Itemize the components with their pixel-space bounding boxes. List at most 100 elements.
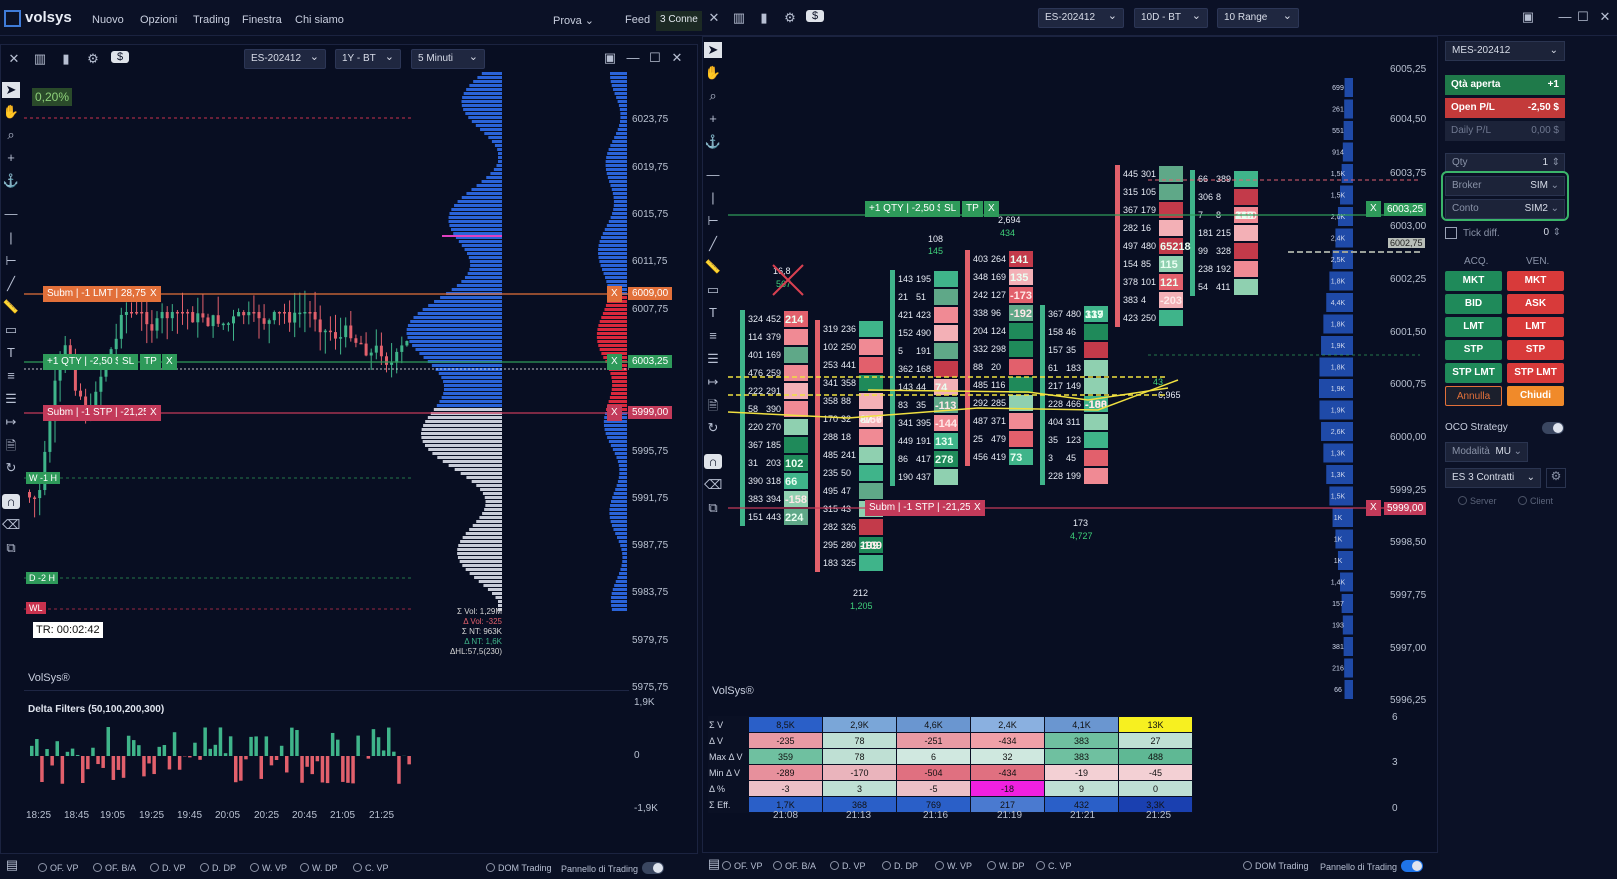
broker-select[interactable]: Broker SIM ⌄ — [1445, 176, 1565, 196]
mode-select[interactable]: Modalità MU ⌄ — [1445, 442, 1528, 462]
opt-w-vp[interactable]: W. VP — [250, 863, 287, 873]
fib-icon[interactable]: ☰ — [5, 391, 17, 406]
vline-icon[interactable]: | — [9, 230, 13, 245]
copy-icon[interactable]: ⧉ — [6, 540, 16, 555]
minimize-icon[interactable]: — — [1558, 9, 1572, 24]
close-icon[interactable]: ✕ — [708, 10, 720, 25]
strategy-select[interactable]: ES 3 Contratti ⌄ — [1445, 468, 1541, 488]
menu-nuovo[interactable]: Nuovo — [92, 14, 124, 26]
opt-c-vp[interactable]: C. VP — [1036, 861, 1072, 871]
list-icon[interactable]: ≡ — [7, 368, 15, 383]
sell-stplmt-button[interactable]: STP LMT — [1507, 363, 1564, 383]
dom-trading-option[interactable]: DOM Trading — [1243, 861, 1309, 871]
opt-d-vp[interactable]: D. VP — [150, 863, 186, 873]
note-icon[interactable]: 🗎 — [707, 398, 719, 413]
left-candle-chart[interactable] — [24, 72, 629, 687]
trading-panel-toggle[interactable]: Pannello di Trading — [1320, 860, 1424, 872]
bars-icon[interactable]: ▮ — [62, 51, 70, 66]
arrow-icon[interactable]: ↦ — [5, 414, 17, 429]
lmt-order-tag[interactable]: Subm | -1 LMT | 28,75 $ — [43, 286, 159, 302]
lmt-cancel-button[interactable]: X — [146, 286, 161, 302]
opt-of-vp[interactable]: OF. VP — [722, 861, 763, 871]
opt-of-ba[interactable]: OF. B/A — [773, 861, 816, 871]
buy-lmt-button[interactable]: LMT — [1445, 317, 1502, 337]
opt-d-dp[interactable]: D. DP — [200, 863, 236, 873]
opt-c-vp[interactable]: C. VP — [353, 863, 389, 873]
left-period-select[interactable]: 1Y - BT — [335, 49, 401, 69]
maximize-pane-icon[interactable]: ▣ — [1521, 9, 1535, 24]
bars-icon[interactable]: ▮ — [760, 10, 768, 25]
gear-icon[interactable]: ⚙ — [784, 10, 796, 25]
position-close-button[interactable]: X — [162, 354, 177, 370]
sl-button[interactable]: SL — [118, 354, 139, 370]
magnet-icon[interactable]: ∩ — [2, 494, 20, 509]
fib-icon[interactable]: ☰ — [707, 351, 719, 366]
close-position-button[interactable]: Chiudi — [1507, 386, 1564, 406]
panel-icon[interactable]: ▤ — [707, 856, 721, 871]
position-tag[interactable]: +1 QTY | -2,50 $ — [865, 201, 947, 217]
lmt-axis-x[interactable]: X — [607, 286, 622, 302]
dollar-icon[interactable]: $ — [111, 51, 129, 63]
server-radio[interactable]: Server — [1458, 496, 1497, 506]
zoom-icon[interactable]: ⌕ — [709, 88, 717, 103]
ruler-icon[interactable]: 📏 — [704, 259, 722, 274]
account-select[interactable]: Conto SIM2 ⌄ — [1445, 199, 1565, 219]
menu-chi-siamo[interactable]: Chi siamo — [295, 14, 344, 26]
opt-w-vp[interactable]: W. VP — [935, 861, 972, 871]
panel-icon[interactable]: ▤ — [5, 857, 19, 872]
crosshair-icon[interactable]: + — [709, 111, 717, 126]
tick-diff-checkbox[interactable] — [1445, 227, 1457, 239]
stp-cancel-button[interactable]: X — [146, 405, 161, 421]
restore-icon[interactable]: ☐ — [649, 50, 661, 65]
qty-stepper[interactable]: Qty 1 ⇕ — [1445, 153, 1565, 173]
eraser-icon[interactable]: ⌫ — [704, 477, 723, 492]
stp-axis-x[interactable]: X — [1366, 500, 1381, 516]
cancel-orders-button[interactable]: Annulla — [1445, 386, 1502, 406]
cycle-icon[interactable]: ↻ — [5, 460, 17, 475]
window-close-icon[interactable]: ✕ — [1599, 9, 1611, 24]
trading-panel-toggle[interactable]: Pannello di Trading — [561, 862, 665, 874]
buy-stp-button[interactable]: STP — [1445, 340, 1502, 360]
magnet-icon[interactable]: ∩ — [704, 454, 722, 469]
position-tag[interactable]: +1 QTY | -2,50 $ — [43, 354, 125, 370]
position-close-button[interactable]: X — [984, 201, 999, 217]
zoom-icon[interactable]: ⌕ — [7, 127, 15, 142]
dom-trading-option[interactable]: DOM Trading — [486, 863, 552, 873]
trendline-icon[interactable]: ╱ — [7, 276, 15, 291]
cycle-icon[interactable]: ↻ — [707, 420, 719, 435]
text-icon[interactable]: T — [709, 305, 717, 320]
sl-button[interactable]: SL — [940, 201, 961, 217]
text-icon[interactable]: T — [7, 345, 15, 360]
tp-button[interactable]: TP — [962, 201, 983, 217]
buy-mkt-button[interactable]: MKT — [1445, 271, 1502, 291]
vline-icon[interactable]: | — [711, 190, 715, 205]
right-interval-select[interactable]: 10 Range — [1217, 8, 1299, 28]
hline-icon[interactable]: — — [4, 206, 18, 221]
cursor-icon[interactable]: ➤ — [704, 42, 722, 58]
hline-icon[interactable]: — — [706, 167, 720, 182]
cursor-icon[interactable]: ➤ — [2, 82, 20, 98]
sell-stp-button[interactable]: STP — [1507, 340, 1564, 360]
rectangle-icon[interactable]: ▭ — [706, 282, 720, 297]
oco-toggle[interactable] — [1542, 422, 1564, 434]
ray-icon[interactable]: ⊢ — [5, 253, 17, 268]
right-symbol-select[interactable]: ES-202412 — [1038, 8, 1124, 28]
left-symbol-select[interactable]: ES-202412 — [244, 49, 326, 69]
close-icon[interactable]: ✕ — [8, 51, 20, 66]
trendline-icon[interactable]: ╱ — [709, 236, 717, 251]
list-icon[interactable]: ≡ — [709, 328, 717, 343]
sell-mkt-button[interactable]: MKT — [1507, 271, 1564, 291]
anchor-icon[interactable]: ⚓ — [704, 134, 722, 149]
eraser-icon[interactable]: ⌫ — [2, 517, 21, 532]
opt-of-vp[interactable]: OF. VP — [38, 863, 79, 873]
dollar-icon[interactable]: $ — [806, 10, 824, 22]
ruler-icon[interactable]: 📏 — [2, 299, 20, 314]
sell-lmt-button[interactable]: LMT — [1507, 317, 1564, 337]
right-period-select[interactable]: 10D - BT — [1134, 8, 1208, 28]
opt-w-dp[interactable]: W. DP — [300, 863, 338, 873]
pos-axis-x[interactable]: X — [1366, 201, 1381, 217]
connections-badge[interactable]: 3 Conne — [656, 11, 702, 31]
tp-button[interactable]: TP — [140, 354, 161, 370]
maximize-pane-icon[interactable]: ▣ — [603, 50, 617, 65]
